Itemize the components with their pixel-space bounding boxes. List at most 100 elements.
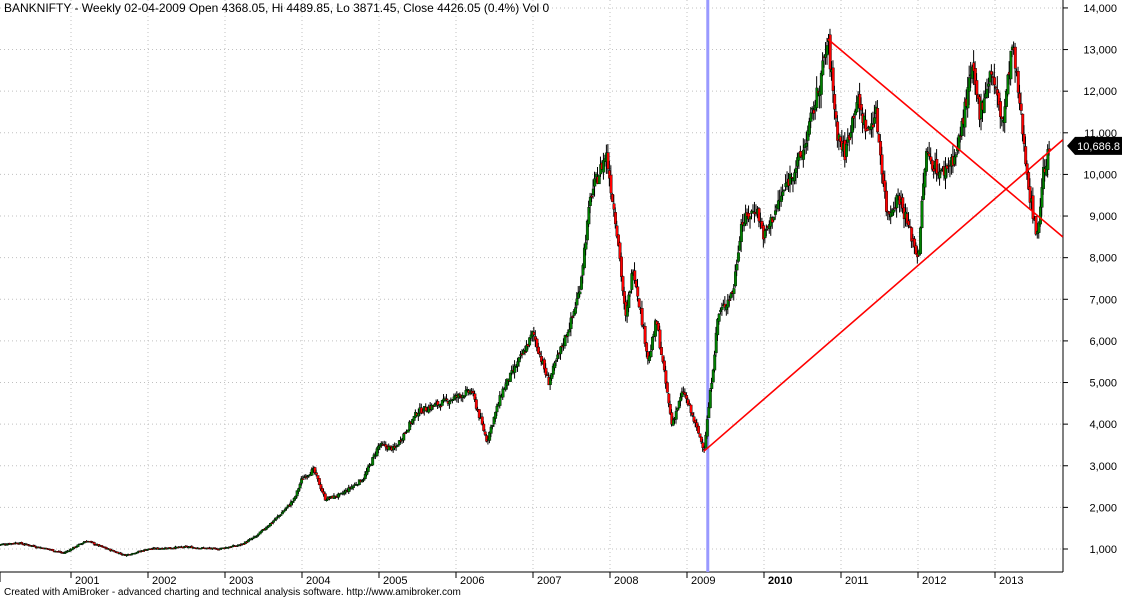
candle-body xyxy=(1034,216,1038,235)
x-tick-label: 2005 xyxy=(383,575,407,587)
candle-body xyxy=(637,298,641,308)
candle-body xyxy=(692,416,696,422)
candle-body xyxy=(618,242,622,259)
candle-body xyxy=(828,34,832,70)
candle-body xyxy=(654,320,657,337)
x-tick-label: 2007 xyxy=(537,575,561,587)
candle-body xyxy=(217,549,221,551)
candle-body xyxy=(732,288,736,294)
candle-body xyxy=(458,394,462,396)
candle-body xyxy=(1009,50,1013,80)
candle-body xyxy=(501,388,505,398)
candle-body xyxy=(280,512,284,515)
candle-body xyxy=(80,543,84,545)
candle-body xyxy=(698,433,702,438)
candle-body xyxy=(648,355,652,361)
candle-body xyxy=(633,270,637,281)
candle-body xyxy=(528,337,532,346)
candle-body xyxy=(362,479,366,481)
candle-body xyxy=(156,547,160,550)
candle-body xyxy=(307,474,311,477)
y-tick-label: 4,000 xyxy=(1089,419,1117,431)
candle-body xyxy=(279,514,283,516)
candle-body xyxy=(621,276,625,292)
candle-body xyxy=(711,369,715,383)
candle-body xyxy=(1016,71,1020,93)
candle-body xyxy=(668,404,672,414)
candle-body xyxy=(274,517,278,520)
candle-body xyxy=(892,209,896,213)
x-tick-label: 2012 xyxy=(922,575,946,587)
candle-body xyxy=(617,234,620,246)
candle-body xyxy=(923,169,927,188)
candle-body xyxy=(574,307,577,314)
candle-body xyxy=(520,353,524,356)
candle-body xyxy=(585,220,589,241)
x-tick-label: 2003 xyxy=(229,575,253,587)
candle-body xyxy=(301,478,305,480)
candle-body xyxy=(537,346,540,354)
y-tick-label: 8,000 xyxy=(1089,253,1117,265)
candle-body xyxy=(640,308,644,326)
candle-body xyxy=(619,256,623,277)
candle-body xyxy=(582,247,586,269)
candle-body xyxy=(873,117,877,124)
candle-body xyxy=(688,403,692,406)
candle-body xyxy=(357,479,361,485)
trendline xyxy=(827,38,1064,238)
candle-body xyxy=(298,483,302,489)
x-tick-label: 2008 xyxy=(614,575,638,587)
candle-body xyxy=(615,225,619,237)
candle-body xyxy=(667,393,671,404)
x-tick-label: 2004 xyxy=(306,575,330,587)
candle-body xyxy=(999,101,1002,117)
candle-body xyxy=(129,553,133,556)
candle-body xyxy=(406,429,410,433)
candle-body xyxy=(150,548,154,551)
candle-body xyxy=(584,242,588,250)
candle-body xyxy=(548,378,552,385)
candle-body xyxy=(901,197,905,209)
candle-body xyxy=(674,411,678,420)
candle-body xyxy=(116,551,120,554)
y-tick-label: 7,000 xyxy=(1089,294,1117,306)
candle-body xyxy=(627,294,631,308)
candle-body xyxy=(495,405,499,413)
candle-body xyxy=(51,549,55,552)
x-tick-label: 2006 xyxy=(460,575,484,587)
candle-body xyxy=(246,540,250,543)
candle-body xyxy=(578,291,582,295)
candle-body xyxy=(508,372,512,382)
candle-body xyxy=(734,271,737,287)
x-tick-label: 2010 xyxy=(768,575,792,587)
candle-body xyxy=(1046,149,1050,170)
candle-body xyxy=(819,72,823,95)
candle-body xyxy=(513,365,517,373)
candle-body xyxy=(323,493,327,501)
candle-body xyxy=(92,542,96,545)
candle-body xyxy=(76,544,80,547)
candle-body xyxy=(351,485,355,488)
candle-body xyxy=(781,191,785,196)
candle-body xyxy=(1004,90,1008,107)
candle-body xyxy=(920,200,924,229)
trendline xyxy=(703,139,1064,452)
candle-body xyxy=(517,357,521,363)
candle-body xyxy=(710,383,714,389)
candle-body xyxy=(463,396,466,398)
candle-body xyxy=(836,121,840,141)
candle-body xyxy=(664,370,668,384)
candle-body xyxy=(930,160,934,170)
x-tick-label: 2002 xyxy=(152,575,176,587)
candle-body xyxy=(412,416,416,421)
candle-body xyxy=(713,354,717,371)
candle-body xyxy=(636,286,640,297)
candle-body xyxy=(643,326,647,344)
candle-body xyxy=(464,390,468,396)
candle-body xyxy=(645,342,649,352)
y-tick-label: 5,000 xyxy=(1089,378,1117,390)
candle-body xyxy=(1013,46,1017,69)
y-tick-label: 3,000 xyxy=(1089,461,1117,473)
candle-body xyxy=(982,98,986,113)
